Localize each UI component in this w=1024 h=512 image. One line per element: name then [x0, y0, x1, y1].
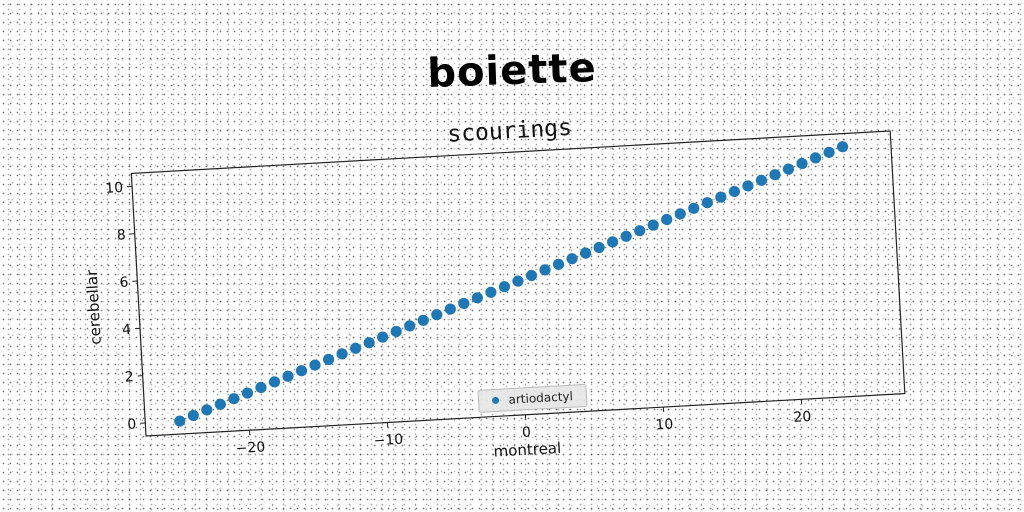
x-tick-label: 10	[655, 417, 674, 434]
data-point	[255, 381, 267, 394]
data-point	[552, 258, 565, 270]
data-point	[458, 297, 470, 310]
data-point	[268, 376, 281, 388]
data-point	[174, 415, 186, 427]
data-point	[566, 253, 578, 265]
data-point	[661, 213, 673, 226]
data-point	[404, 320, 416, 332]
data-point	[823, 146, 835, 158]
data-point	[512, 275, 524, 287]
chart-title: scourings	[447, 115, 573, 148]
legend: artiodactyl	[477, 383, 588, 413]
data-point	[836, 141, 849, 153]
data-point	[444, 303, 456, 315]
y-tick-label: 8	[116, 227, 126, 243]
data-point	[485, 286, 497, 298]
data-point	[809, 152, 822, 164]
data-point	[634, 225, 646, 237]
y-tick-label: 6	[119, 275, 129, 291]
data-point	[701, 197, 713, 209]
data-point	[539, 264, 551, 276]
data-point	[350, 342, 362, 354]
data-point	[742, 180, 754, 192]
data-point	[755, 174, 768, 186]
data-point	[214, 398, 226, 410]
x-tick-label: −10	[373, 432, 403, 450]
data-point	[525, 269, 538, 282]
data-point	[201, 404, 213, 416]
x-axis-label: montreal	[493, 439, 562, 461]
x-tick-label: −20	[235, 439, 265, 457]
data-point	[228, 393, 240, 405]
data-point	[390, 325, 402, 338]
series-points	[174, 141, 849, 427]
data-point	[607, 236, 619, 248]
data-point	[769, 169, 781, 181]
data-point	[295, 365, 308, 377]
data-point	[282, 370, 294, 382]
data-point	[336, 348, 348, 360]
y-tick-label: 10	[105, 180, 124, 197]
data-point	[782, 163, 795, 175]
x-tick-label: 20	[793, 409, 812, 426]
data-point	[593, 241, 605, 254]
legend-box	[477, 383, 588, 413]
data-point	[579, 247, 592, 259]
data-point	[620, 230, 632, 242]
data-point	[309, 359, 321, 371]
legend-label: artiodactyl	[508, 389, 573, 407]
data-point	[417, 314, 429, 326]
y-axis: 0 2 4 6 8 10	[105, 180, 146, 433]
data-point	[715, 191, 727, 203]
data-point	[728, 185, 740, 198]
data-point	[187, 409, 199, 422]
x-axis: −20 −10 0 10 20	[235, 399, 812, 457]
data-point	[431, 309, 443, 321]
data-point	[241, 387, 254, 399]
data-point	[647, 219, 659, 231]
x-tick-label: 0	[522, 425, 532, 441]
plot-group: scourings −20 −10 0 10 20 0 2 4 6 8 10 montreal c…	[83, 115, 906, 461]
data-point	[674, 208, 686, 220]
y-axis-label: cerebellar	[83, 268, 105, 345]
legend-marker	[492, 396, 500, 404]
data-point	[498, 281, 511, 293]
data-point	[471, 292, 483, 304]
data-point	[322, 353, 335, 366]
y-tick-label: 2	[124, 369, 134, 385]
y-tick-label: 4	[122, 322, 132, 338]
data-point	[377, 331, 389, 343]
y-tick-label: 0	[127, 417, 137, 433]
data-point	[688, 202, 700, 214]
data-point	[363, 337, 375, 349]
data-point	[796, 157, 808, 170]
